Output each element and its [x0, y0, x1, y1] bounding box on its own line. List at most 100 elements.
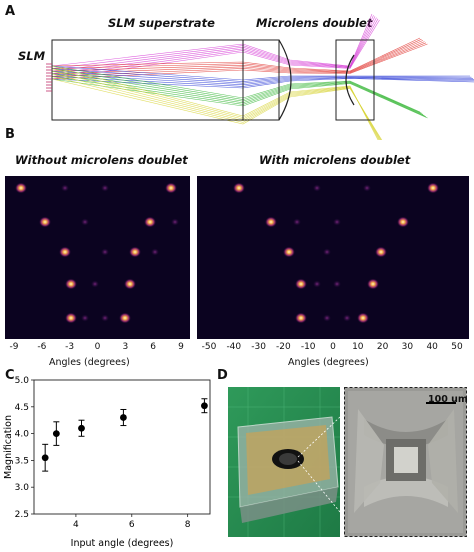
right-x-label: Angles (degrees) — [288, 357, 369, 368]
light-ray — [51, 65, 470, 81]
focal-spot — [293, 218, 301, 226]
x-tick-label: 3 — [122, 342, 129, 352]
focal-spot — [313, 280, 321, 288]
focal-spot — [233, 182, 245, 194]
microlens-doublet-heading: Microlens doublet — [256, 16, 373, 30]
light-ray — [51, 15, 374, 69]
x-tick-label: 6 — [150, 342, 157, 352]
data-point — [201, 402, 208, 410]
chart-xlabel: Input angle (degrees) — [71, 538, 174, 549]
focal-spot — [323, 248, 331, 256]
focal-spot — [144, 216, 156, 228]
with-doublet-title: With microlens doublet — [259, 153, 411, 167]
x-tick-label: 0 — [94, 342, 101, 352]
data-point — [52, 430, 60, 437]
light-ray — [51, 68, 472, 82]
light-ray — [51, 19, 380, 80]
light-ray — [51, 43, 428, 80]
x-tick-label: 50 — [451, 342, 463, 352]
data-point — [119, 414, 127, 421]
x-tick-label: 40 — [426, 342, 438, 352]
heatmap-without-doublet — [5, 176, 190, 339]
x-tick-label: -9 — [9, 342, 19, 352]
focal-spot — [265, 216, 277, 228]
focal-spot — [61, 184, 69, 192]
focal-spot — [357, 312, 369, 324]
magnification-chart: 2.5 3.0 3.5 4.0 4.5 5.0 4 6 8 Input angle (degr… — [3, 376, 211, 549]
focal-spot — [59, 246, 71, 258]
x-tick-label: -20 — [276, 342, 291, 352]
light-ray — [51, 18, 379, 77]
focal-spot — [101, 248, 109, 256]
x-tick-label: 6 — [129, 520, 135, 530]
light-ray — [51, 16, 376, 72]
y-tick-label: 4.0 — [15, 430, 30, 440]
focal-spot — [343, 314, 351, 322]
x-tick-label: 4 — [73, 520, 79, 530]
focal-spot — [101, 184, 109, 192]
without-doublet-title: Without microlens doublet — [15, 153, 188, 167]
focal-spot — [101, 314, 109, 322]
focal-spot — [15, 182, 27, 194]
data-point — [41, 454, 49, 462]
focal-spot — [165, 182, 177, 194]
x-tick-label: -50 — [201, 342, 217, 352]
y-tick-label: 2.5 — [15, 510, 29, 520]
left-x-label: Angles (degrees) — [49, 357, 130, 368]
microlens-micrograph — [344, 387, 467, 537]
focal-spot — [427, 182, 439, 194]
focal-spot — [81, 218, 89, 226]
y-tick-label: 4.5 — [15, 403, 29, 413]
lens-2 — [345, 54, 355, 106]
panel-a-letter: A — [5, 4, 16, 19]
focal-spot — [333, 280, 341, 288]
focal-spot — [65, 278, 77, 290]
focal-spot — [375, 246, 387, 258]
focal-spot — [333, 218, 341, 226]
right-x-ticks: -50 -40 -30 -20 -10 0 10 20 30 40 50 — [197, 342, 469, 356]
focal-spot — [81, 314, 89, 322]
panel-c-letter: C — [5, 368, 15, 383]
focal-spot — [65, 312, 77, 324]
x-tick-label: -10 — [300, 342, 316, 352]
focal-spot — [367, 278, 379, 290]
focal-spot — [119, 312, 131, 324]
focal-spot — [91, 280, 99, 288]
light-ray — [51, 78, 474, 89]
light-ray — [51, 78, 383, 140]
scale-bar-label: 100 um — [428, 394, 468, 405]
y-tick-label: 3.0 — [15, 483, 30, 493]
y-tick-label: 3.5 — [15, 456, 29, 466]
slm-label: SLM — [18, 49, 46, 63]
x-tick-label: 8 — [185, 520, 191, 530]
y-tick-label: 5.0 — [15, 376, 30, 386]
focal-spot — [323, 314, 331, 322]
focal-spot — [397, 216, 409, 228]
ray-trace-diagram — [46, 13, 474, 140]
left-x-ticks: -9 -6 -3 0 3 6 9 — [5, 342, 190, 356]
data-point — [78, 424, 85, 432]
lens-2-box — [335, 39, 375, 121]
light-ray — [51, 65, 421, 113]
x-tick-label: 0 — [330, 342, 336, 352]
light-ray — [51, 73, 425, 116]
panel-b-letter: B — [5, 127, 15, 142]
focal-spot — [295, 312, 307, 324]
heatmap-with-doublet — [197, 176, 469, 339]
x-tick-label: -6 — [37, 342, 47, 352]
doublet-box — [242, 39, 280, 121]
focal-spot — [171, 218, 179, 226]
focal-spot — [313, 184, 321, 192]
x-tick-label: 20 — [376, 342, 389, 352]
focal-spot — [124, 278, 136, 290]
focal-spot — [283, 246, 295, 258]
focal-spot — [129, 246, 141, 258]
panel-d-letter: D — [217, 368, 228, 383]
light-ray — [51, 76, 474, 87]
focal-spot — [295, 278, 307, 290]
light-ray — [51, 70, 474, 84]
x-tick-label: -3 — [65, 342, 75, 352]
slm-superstrate-box — [51, 39, 244, 121]
light-ray — [51, 13, 373, 67]
light-ray — [51, 73, 474, 86]
